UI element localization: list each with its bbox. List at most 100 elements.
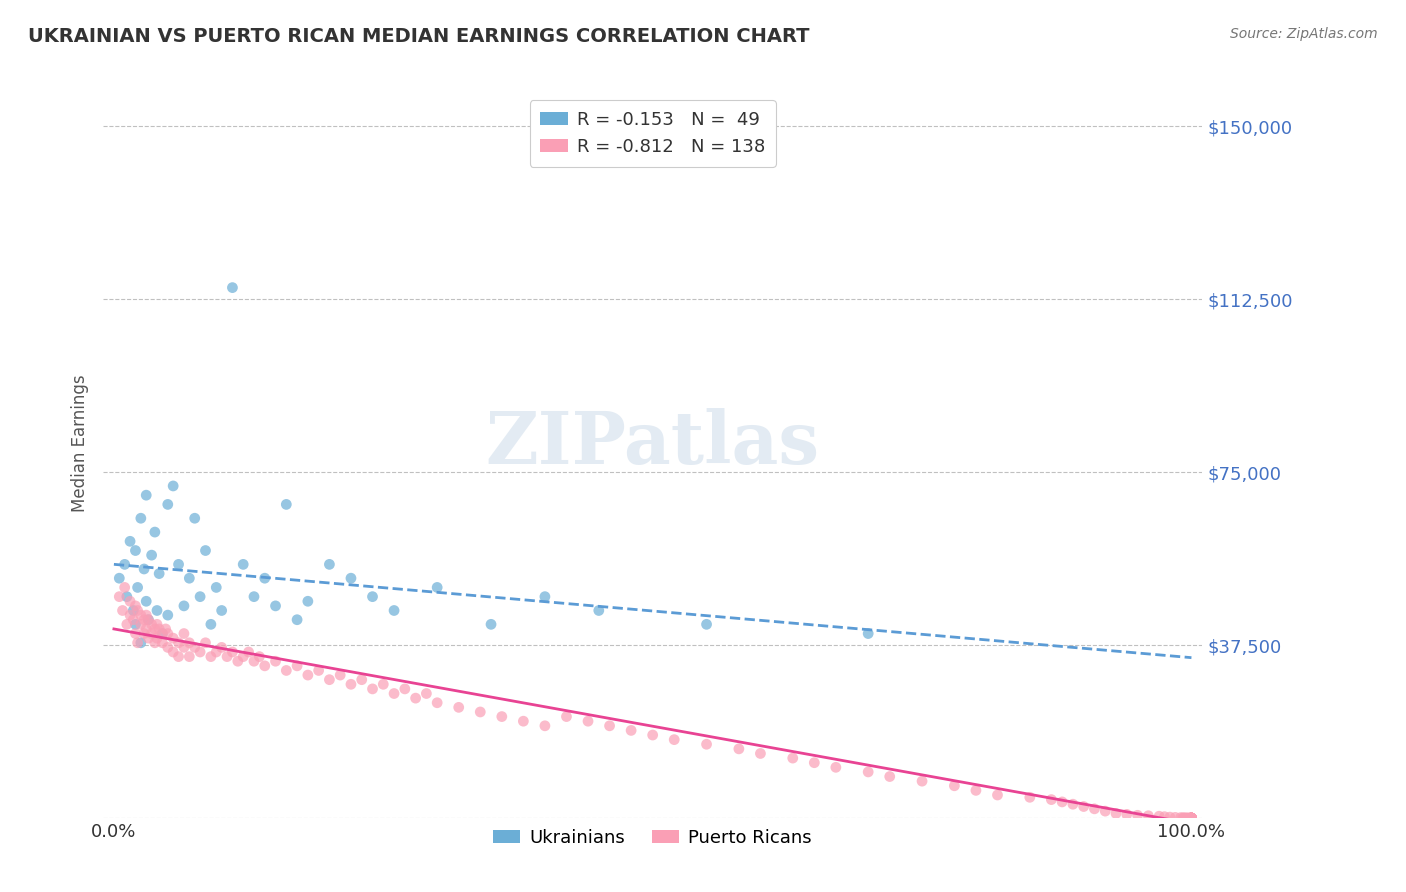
Point [243, 654, 266, 668]
Point [1180, 811, 1202, 825]
Point [1174, 811, 1197, 825]
Point [1153, 810, 1175, 824]
Point [135, 488, 157, 502]
Point [479, 617, 502, 632]
Point [253, 571, 276, 585]
Point [361, 590, 384, 604]
Point [965, 783, 987, 797]
Point [1175, 811, 1198, 825]
Point [143, 622, 166, 636]
Y-axis label: Median Earnings: Median Earnings [72, 375, 89, 512]
Point [1180, 811, 1202, 825]
Point [1159, 810, 1181, 824]
Point [1180, 811, 1202, 825]
Point [329, 668, 352, 682]
Point [555, 709, 578, 723]
Point [232, 649, 254, 664]
Point [247, 649, 270, 664]
Point [124, 543, 146, 558]
Text: Source: ZipAtlas.com: Source: ZipAtlas.com [1230, 27, 1378, 41]
Point [179, 571, 201, 585]
Point [146, 631, 169, 645]
Point [285, 658, 308, 673]
Point [1062, 797, 1084, 812]
Point [115, 590, 138, 604]
Point [1180, 811, 1202, 825]
Point [122, 613, 145, 627]
Point [394, 681, 416, 696]
Point [782, 751, 804, 765]
Point [426, 696, 449, 710]
Text: ZIPatlas: ZIPatlas [485, 408, 820, 479]
Point [1180, 811, 1202, 825]
Point [1105, 806, 1128, 821]
Point [115, 617, 138, 632]
Point [141, 617, 163, 632]
Point [167, 558, 190, 572]
Point [1180, 811, 1202, 825]
Point [856, 764, 879, 779]
Point [132, 626, 155, 640]
Point [179, 649, 201, 664]
Point [152, 626, 174, 640]
Point [534, 719, 557, 733]
Point [1180, 811, 1202, 825]
Point [238, 645, 260, 659]
Point [124, 617, 146, 632]
Point [162, 631, 184, 645]
Point [173, 640, 195, 655]
Point [361, 681, 384, 696]
Point [146, 617, 169, 632]
Point [1170, 811, 1192, 825]
Point [340, 571, 363, 585]
Point [211, 640, 233, 655]
Point [276, 664, 298, 678]
Point [155, 622, 177, 636]
Point [576, 714, 599, 729]
Point [373, 677, 395, 691]
Point [143, 636, 166, 650]
Point [221, 645, 243, 659]
Point [120, 594, 142, 608]
Point [264, 599, 287, 613]
Point [200, 617, 222, 632]
Point [382, 686, 405, 700]
Point [405, 691, 427, 706]
Legend: Ukrainians, Puerto Ricans: Ukrainians, Puerto Ricans [486, 822, 820, 854]
Point [1180, 811, 1202, 825]
Point [156, 640, 179, 655]
Point [143, 525, 166, 540]
Point [1050, 795, 1073, 809]
Point [491, 709, 513, 723]
Point [1180, 811, 1202, 825]
Point [856, 626, 879, 640]
Point [124, 626, 146, 640]
Point [141, 548, 163, 562]
Point [215, 649, 238, 664]
Point [141, 626, 163, 640]
Point [1147, 809, 1170, 823]
Point [911, 774, 934, 789]
Point [1180, 811, 1202, 825]
Point [135, 594, 157, 608]
Point [253, 658, 276, 673]
Point [122, 603, 145, 617]
Point [156, 608, 179, 623]
Point [194, 543, 217, 558]
Point [124, 599, 146, 613]
Point [1180, 811, 1202, 825]
Point [221, 280, 243, 294]
Point [129, 608, 152, 623]
Point [1180, 811, 1202, 825]
Point [205, 645, 228, 659]
Point [1164, 810, 1187, 824]
Point [114, 558, 136, 572]
Point [120, 608, 142, 623]
Point [803, 756, 825, 770]
Point [620, 723, 643, 738]
Point [173, 626, 195, 640]
Point [696, 617, 718, 632]
Point [108, 590, 131, 604]
Point [318, 673, 340, 687]
Point [120, 534, 142, 549]
